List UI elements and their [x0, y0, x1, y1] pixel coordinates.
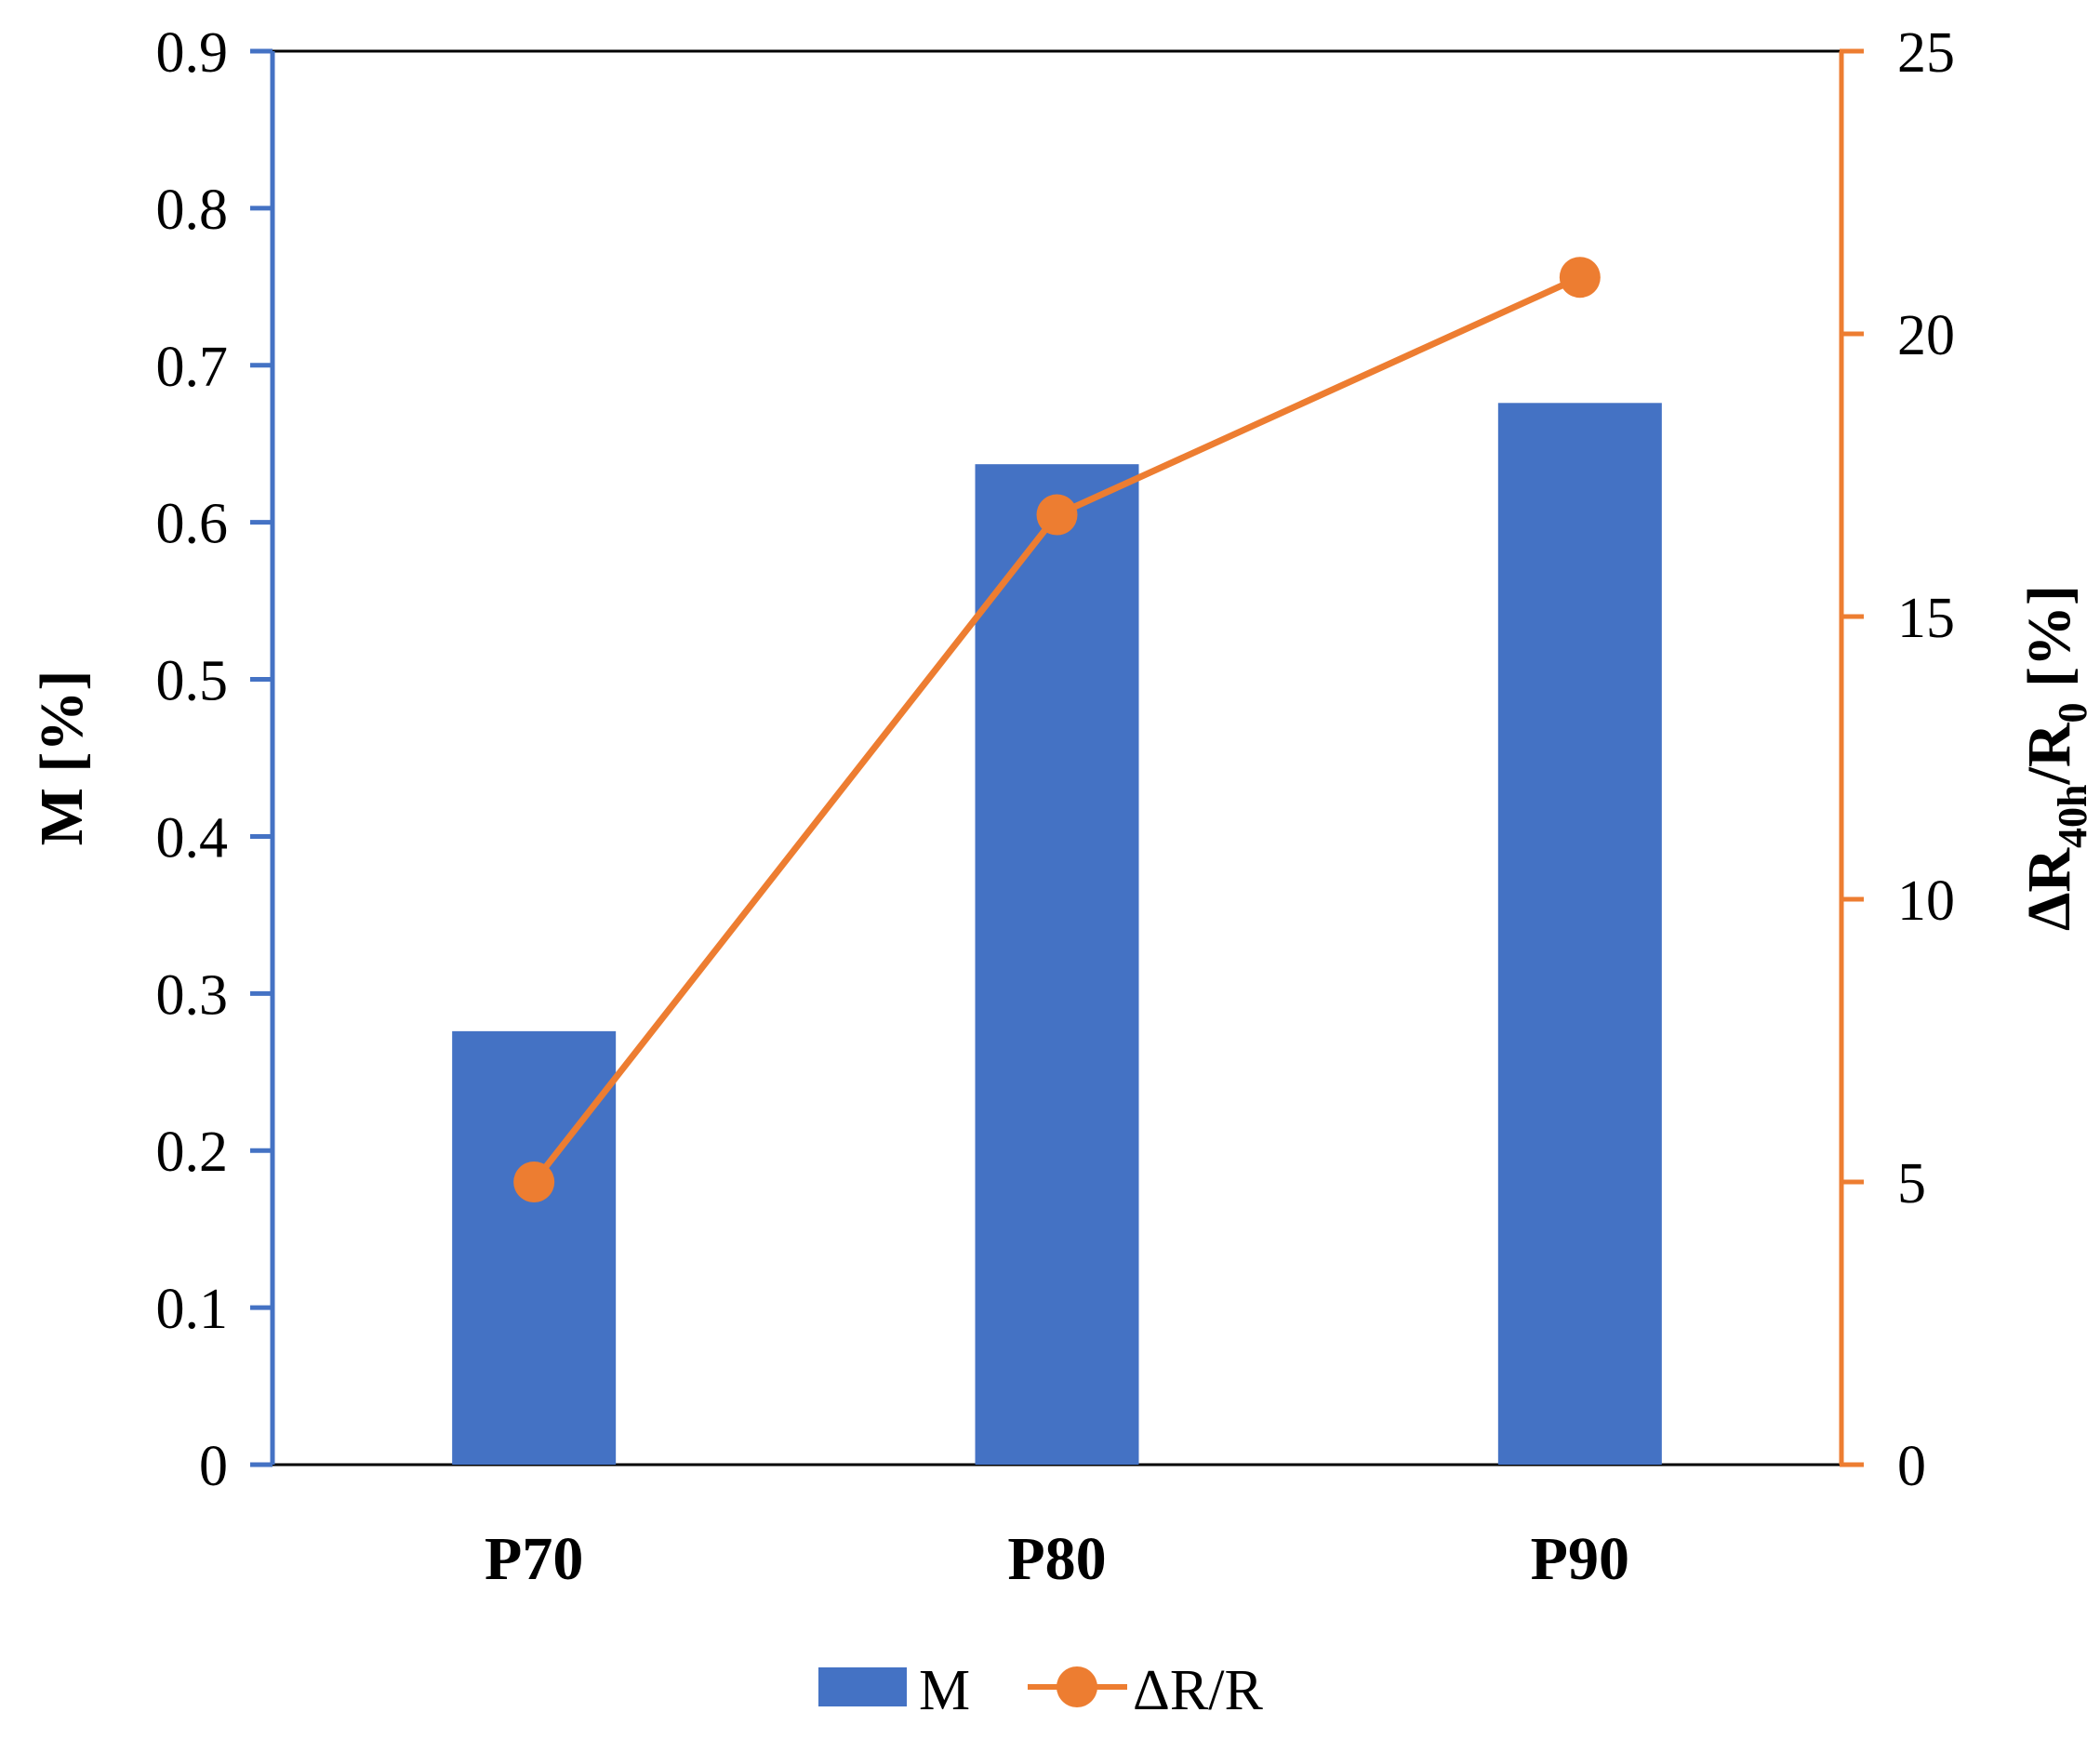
- right-tick-label: 15: [1897, 587, 1955, 650]
- right-axis-title-mid: /R: [2015, 722, 2083, 785]
- left-tick-label: 0.8: [156, 179, 229, 242]
- right-tick-label: 5: [1897, 1152, 1926, 1215]
- category-label-p70: P70: [485, 1525, 583, 1593]
- right-axis-title-sub2: 0: [2050, 702, 2095, 723]
- right-tick-label: 0: [1897, 1435, 1926, 1498]
- point-delta-r-p70: [513, 1162, 555, 1202]
- point-delta-r-p90: [1559, 257, 1601, 299]
- right-tick-label: 25: [1897, 21, 1955, 85]
- right-tick-label: 10: [1897, 870, 1955, 933]
- category-label-p90: P90: [1531, 1525, 1629, 1593]
- bar-series-m: [452, 403, 1662, 1466]
- line-series-delta-r: [513, 257, 1601, 1202]
- x-axis-category-labels: P70 P80 P90: [485, 1525, 1629, 1593]
- bar-m-p80: [975, 464, 1139, 1466]
- left-tick-label: 0: [199, 1435, 228, 1498]
- left-tick-label: 0.6: [156, 493, 229, 556]
- legend-label-delta-r: ΔR/R: [1133, 1659, 1263, 1722]
- right-tick-label: 20: [1897, 304, 1955, 367]
- left-tick-label: 0.9: [156, 21, 229, 85]
- point-delta-r-p80: [1036, 494, 1078, 536]
- right-axis-title-suffix: [%]: [2015, 585, 2083, 702]
- category-label-p80: P80: [1007, 1525, 1106, 1593]
- left-axis-title: M [%]: [28, 670, 96, 846]
- left-tick-label: 0.4: [156, 806, 229, 870]
- legend-swatch-m: [818, 1667, 907, 1706]
- right-axis-title-prefix: ΔR: [2015, 847, 2083, 931]
- right-y-axis: 0 5 10 15 20 25: [1839, 21, 1955, 1498]
- left-tick-label: 0.3: [156, 963, 229, 1027]
- left-tick-label: 0.5: [156, 650, 229, 713]
- bar-m-p70: [452, 1030, 617, 1465]
- left-tick-label: 0.2: [156, 1121, 229, 1184]
- left-y-axis: 0 0.1 0.2 0.3 0.4 0.5 0.6 0.7 0.8 0.9: [156, 21, 275, 1498]
- legend: M ΔR/R: [818, 1659, 1263, 1722]
- legend-swatch-marker: [1057, 1666, 1097, 1707]
- right-axis-title: ΔR40h/R0 [%]: [2015, 585, 2095, 931]
- bar-m-p90: [1497, 403, 1662, 1466]
- legend-label-m: M: [919, 1659, 970, 1722]
- right-axis-title-sub1: 40h: [2050, 784, 2095, 847]
- left-tick-label: 0.7: [156, 336, 229, 399]
- left-tick-label: 0.1: [156, 1278, 229, 1341]
